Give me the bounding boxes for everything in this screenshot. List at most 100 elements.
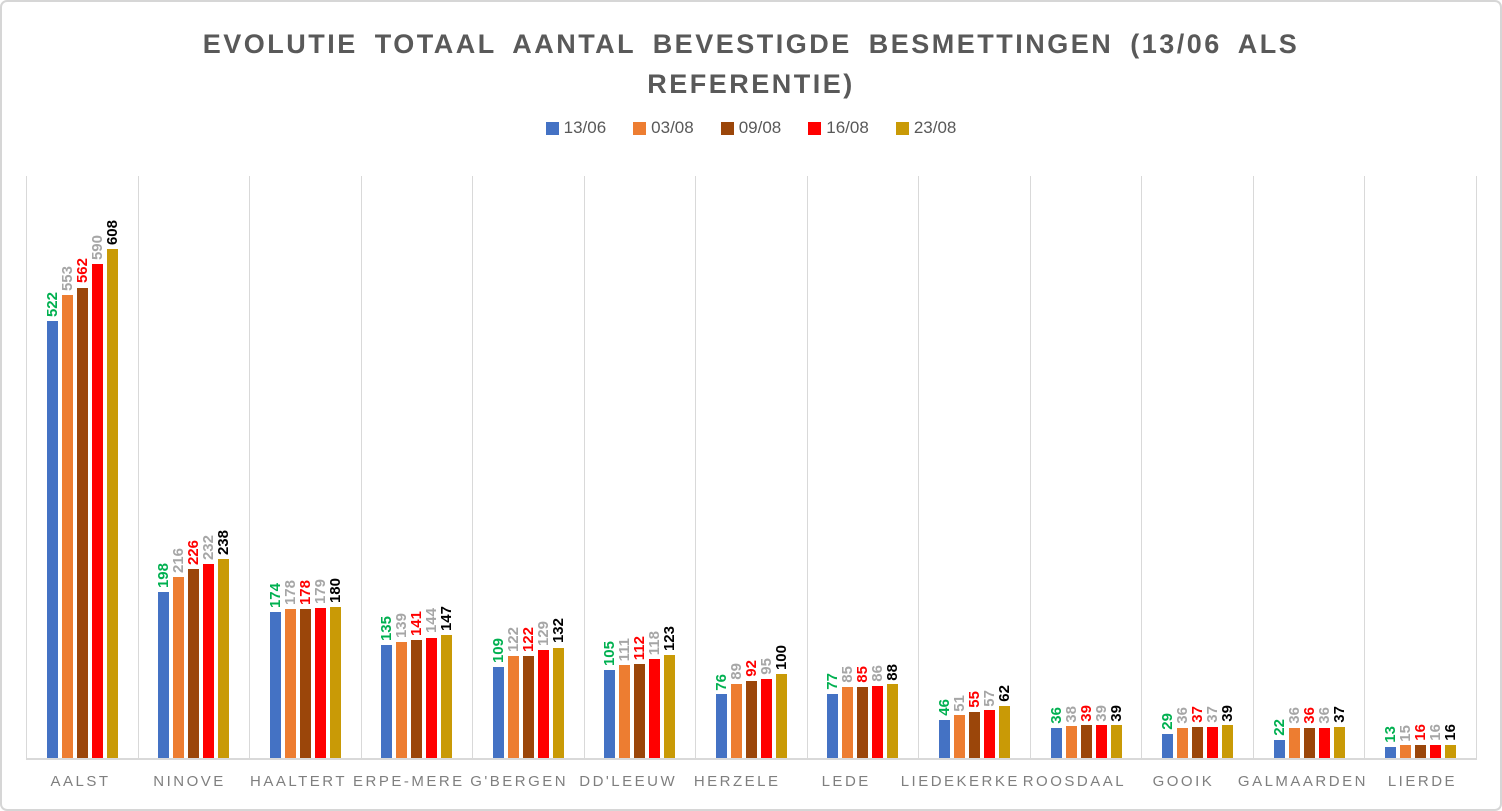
bar-cell: 22 (1271, 176, 1288, 758)
category-group: 198 216 226 232 238 (137, 176, 250, 758)
legend-label: 16/08 (826, 118, 869, 137)
bar-cell: 62 (996, 176, 1013, 758)
bar (492, 666, 504, 758)
bar-value-label: 178 (296, 579, 314, 605)
bar-value-label: 15 (1397, 724, 1415, 742)
bar-cell: 39 (1093, 176, 1110, 758)
bar (984, 710, 996, 758)
bar-cell: 118 (646, 176, 663, 758)
bar-value-label: 122 (504, 626, 522, 652)
legend-item: 03/08 (633, 118, 694, 138)
bar-cell: 95 (757, 176, 775, 758)
legend-item: 23/08 (895, 118, 957, 138)
bar (1273, 739, 1285, 758)
bar-value-label: 36 (1300, 707, 1318, 724)
bar-cell: 37 (1204, 176, 1222, 758)
category-label: ROOSDAAL (1022, 773, 1127, 790)
bar (715, 694, 727, 758)
bar (887, 684, 899, 758)
bar-cell: 141 (408, 176, 425, 758)
bar (1400, 745, 1412, 758)
bar-cell: 51 (951, 176, 969, 758)
bar-cell: 608 (103, 176, 121, 758)
bar-cell: 147 (438, 176, 455, 758)
category-group: 46 51 55 57 62 (918, 176, 1030, 758)
category-group: 22 36 36 36 37 (1252, 176, 1365, 758)
bar-cell: 37 (1331, 176, 1348, 758)
bar-cell: 522 (43, 176, 61, 758)
bar-cell: 238 (215, 176, 233, 758)
bar (106, 249, 118, 758)
bar-cell: 13 (1382, 176, 1399, 758)
bar-value-label: 37 (1189, 706, 1207, 723)
bar-cell: 77 (824, 176, 841, 758)
bar (284, 609, 296, 758)
bar (1318, 727, 1330, 758)
category-label: HAALTERT (250, 773, 347, 790)
bar-cell: 16 (1427, 176, 1444, 758)
bar-value-label: 46 (936, 698, 954, 716)
chart-title: EVOLUTIE TOTAAL AANTAL BEVESTIGDE BESMET… (2, 24, 1500, 104)
bar-cell: 15 (1397, 176, 1415, 758)
bar-cell: 109 (490, 176, 507, 758)
bar (188, 568, 200, 758)
bar (634, 664, 646, 758)
bar (1430, 744, 1442, 758)
bar (999, 706, 1011, 758)
bar (507, 655, 519, 758)
bar-value-label: 238 (215, 529, 233, 555)
bar-value-label: 39 (1107, 704, 1125, 722)
bar-value-label: 180 (326, 578, 344, 604)
bar (664, 655, 676, 758)
legend-label: 23/08 (913, 118, 957, 137)
bar-value-label: 16 (1412, 723, 1430, 741)
bar-cell: 55 (966, 176, 984, 758)
bar-cell: 36 (1174, 176, 1191, 758)
bar (441, 634, 453, 758)
category-group: 522 553 562 590 608 (26, 176, 138, 758)
bar-cell: 16 (1442, 176, 1459, 758)
bar-value-label: 129 (534, 620, 552, 646)
bar-cell: 590 (89, 176, 106, 758)
bar (314, 608, 326, 758)
bar-cell: 139 (393, 176, 410, 758)
category-label: NINOVE (153, 773, 226, 790)
bar (46, 321, 58, 758)
bar (954, 715, 966, 758)
bar (619, 665, 631, 758)
bar-cell: 226 (185, 176, 202, 758)
bar-cell: 16 (1412, 176, 1430, 758)
bar (1445, 744, 1457, 758)
bar-cell: 85 (854, 176, 871, 758)
bar-value-label: 55 (966, 691, 984, 708)
bar (1415, 744, 1427, 758)
bar (872, 686, 884, 758)
bar-value-label: 608 (103, 219, 121, 245)
bar-cell: 57 (981, 176, 998, 758)
bar-cell: 38 (1063, 176, 1080, 758)
legend-label: 09/08 (738, 118, 782, 137)
bar (1333, 727, 1345, 758)
bar-cell: 111 (616, 176, 633, 758)
bar-value-label: 51 (951, 694, 969, 712)
bar (396, 641, 408, 758)
category-label: LEDE (821, 773, 871, 790)
bar (1288, 727, 1300, 758)
bar (730, 683, 742, 758)
bar-value-label: 95 (757, 657, 775, 675)
bar-cell: 86 (869, 176, 886, 758)
bar-cell: 132 (550, 176, 567, 758)
bar-value-label: 36 (1285, 707, 1303, 724)
category-label: GALMAARDEN (1237, 773, 1368, 790)
bar (1050, 727, 1062, 758)
category-group: 36 38 39 39 39 (1029, 176, 1142, 758)
bar-cell: 39 (1107, 176, 1125, 758)
bar-value-label: 179 (311, 579, 329, 605)
bar-value-label: 522 (43, 291, 61, 317)
category-group: 105 111 112 118 123 (583, 176, 696, 758)
bar-value-label: 100 (772, 645, 790, 671)
bar-value-label: 29 (1159, 713, 1177, 730)
bar-value-label: 553 (58, 266, 76, 292)
bar-value-label: 37 (1204, 706, 1222, 723)
bar (1207, 727, 1219, 758)
